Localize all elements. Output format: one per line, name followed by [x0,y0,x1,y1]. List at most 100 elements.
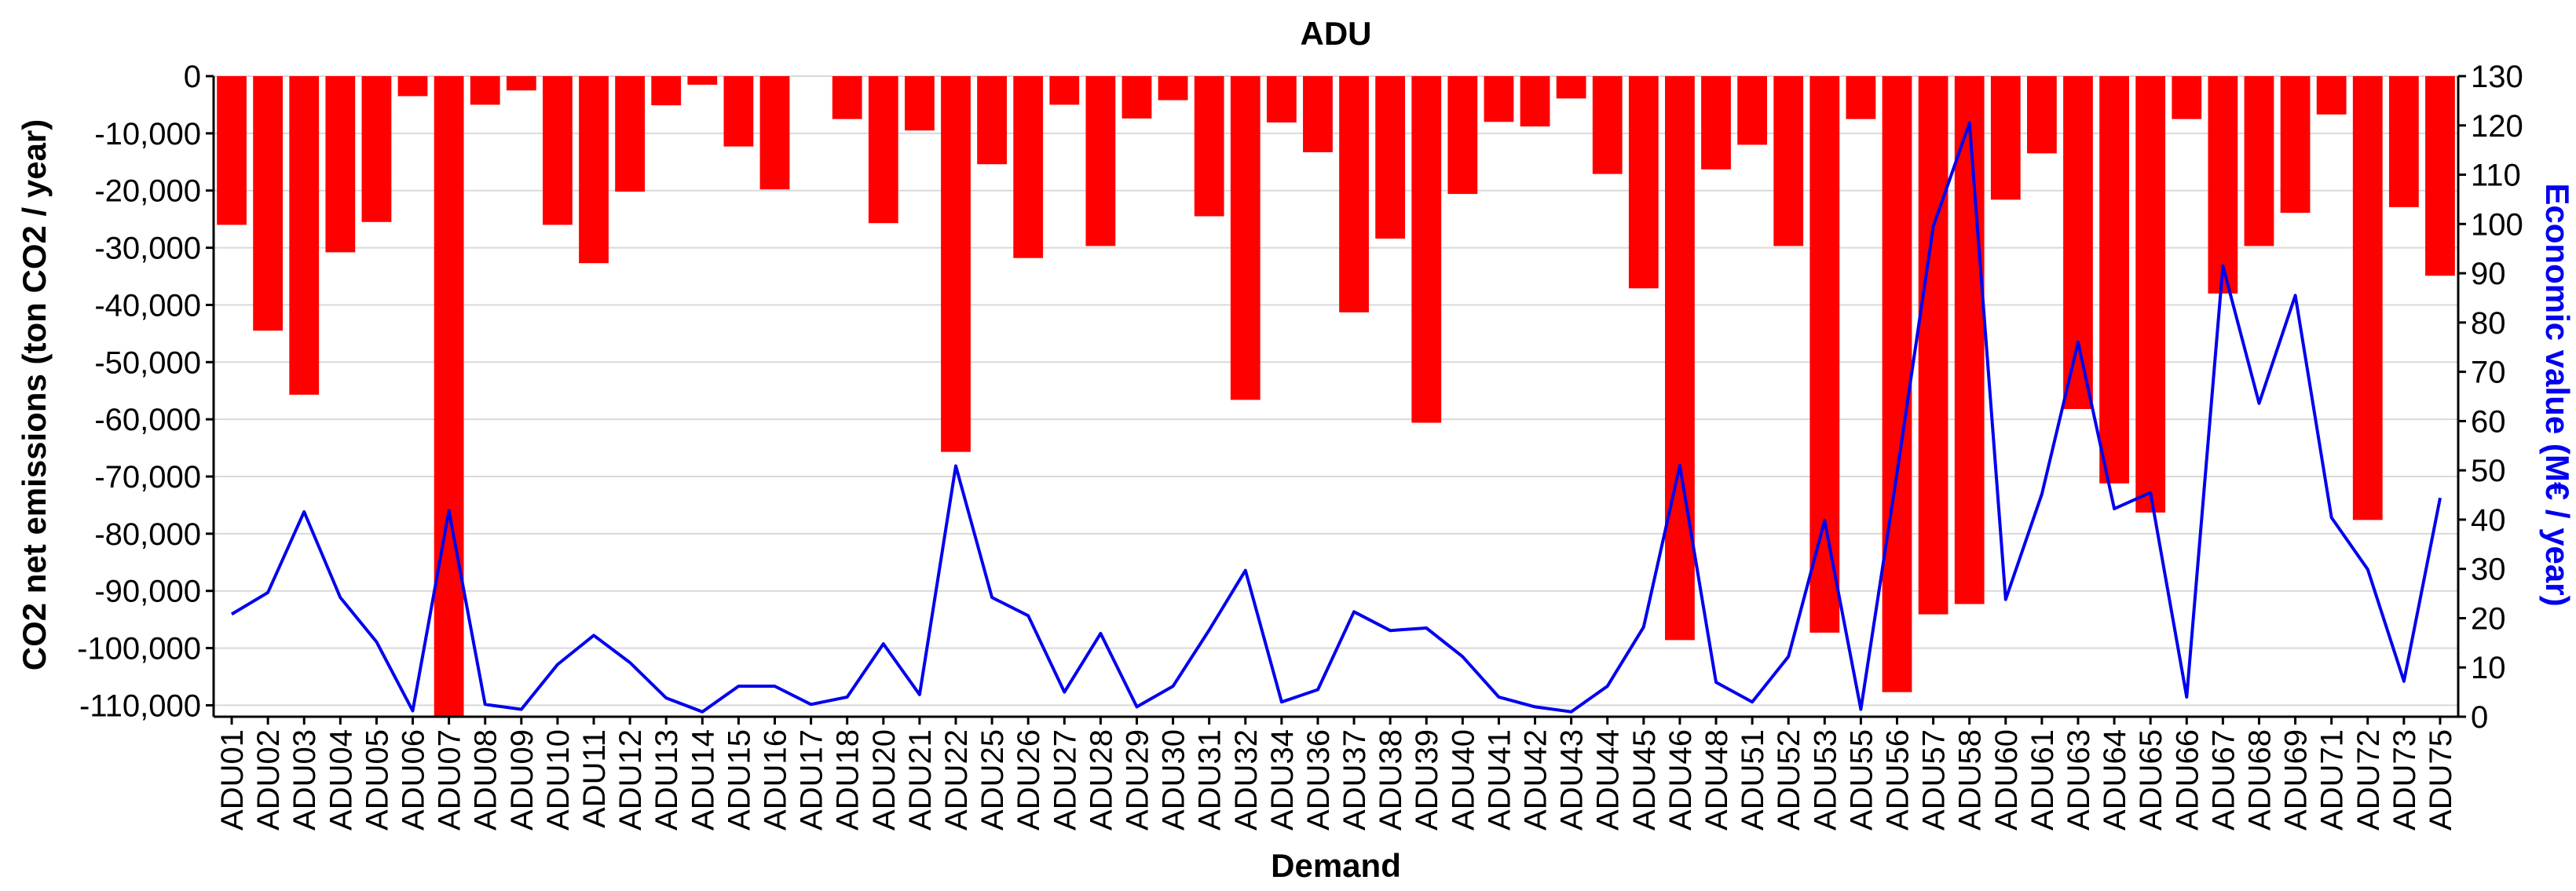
x-tick-label: ADU64 [2098,729,2132,831]
y-tick-label: 0 [184,60,201,94]
y2-tick-label: 80 [2471,306,2506,341]
bar [832,76,862,119]
x-tick-label: ADU72 [2351,729,2386,831]
bar [1158,76,1188,100]
x-tick-label: ADU04 [324,729,358,831]
bar [1049,76,1080,105]
y2-tick-label: 100 [2471,207,2523,242]
y2-tick-label: 90 [2471,257,2506,291]
bar [1809,76,1840,633]
bar [687,76,718,85]
y-tick-label: -70,000 [94,460,201,495]
x-tick-label: ADU46 [1663,729,1698,831]
y-tick-label: -80,000 [94,517,201,552]
x-tick-label: ADU42 [1519,729,1553,831]
bar [1954,76,1985,604]
x-tick-label: ADU01 [215,729,250,831]
bar [941,76,971,452]
bar [1520,76,1550,127]
x-tick-label: ADU29 [1121,729,1155,831]
y2-tick-label: 120 [2471,109,2523,144]
bar [615,76,646,192]
bar [217,76,247,225]
bar [1339,76,1369,312]
bar [361,76,392,222]
y-tick-label: -10,000 [94,117,201,152]
bar [1484,76,1514,122]
x-tick-label: ADU06 [397,729,431,831]
y-tick-label: -60,000 [94,403,201,437]
y-tick-label: -50,000 [94,345,201,380]
bar [1628,76,1659,289]
x-tick-label: ADU58 [1953,729,1988,831]
bar [325,76,356,253]
bar [1411,76,1442,423]
bar [2026,76,2057,154]
x-tick-label: ADU71 [2315,729,2350,831]
x-tick-label: ADU12 [613,729,648,831]
x-tick-label: ADU67 [2206,729,2241,831]
x-tick-label: ADU34 [1265,729,1300,831]
x-tick-label: ADU45 [1627,729,1662,831]
bar [2099,76,2129,484]
bar [470,76,500,105]
bar [1846,76,1876,119]
bar [1592,76,1623,174]
axes [212,76,2460,718]
y-tick-label: -20,000 [94,174,201,209]
y2-tick-label: 30 [2471,553,2506,587]
y-tick-label: -90,000 [94,575,201,609]
x-tick-label: ADU53 [1808,729,1842,831]
bar [1447,76,1478,195]
x-tick-label: ADU02 [251,729,286,831]
y2-axis-ticks: 0 10 20 30 40 50 60 70 80 90 100 110 120 130 [2458,60,2523,735]
y2-tick-label: 130 [2471,60,2523,94]
bar [1375,76,1406,239]
bar [579,76,609,264]
y-tick-label: -100,000 [77,632,201,666]
y2-tick-label: 10 [2471,651,2506,685]
bar [2063,76,2093,410]
bar [2425,76,2455,276]
bar [2208,76,2238,294]
y2-tick-label: 70 [2471,356,2506,390]
bar [397,76,428,97]
x-axis-title: Demand [1271,847,1401,884]
x-tick-label: ADU26 [1012,729,1046,831]
x-tick-label: ADU55 [1844,729,1879,831]
bar [904,76,935,131]
x-tick-label: ADU65 [2134,729,2168,831]
bar [651,76,682,106]
bar [1773,76,1804,246]
x-tick-label: ADU08 [469,729,503,831]
x-tick-label: ADU17 [795,729,829,831]
x-tick-label: ADU15 [722,729,756,831]
x-tick-label: ADU31 [1193,729,1228,831]
x-tick-label: ADU39 [1410,729,1444,831]
y2-axis-title: Economic value (M€ / year) [2539,183,2576,606]
bar [977,76,1007,165]
bar [1882,76,1912,692]
x-tick-label: ADU73 [2388,729,2422,831]
x-tick-label: ADU25 [975,729,1010,831]
bar [434,76,464,717]
x-tick-label: ADU41 [1482,729,1517,831]
x-tick-label: ADU28 [1084,729,1118,831]
x-tick-label: ADU44 [1591,729,1626,831]
x-tick-label: ADU66 [2170,729,2205,831]
x-tick-label: ADU61 [2025,729,2060,831]
x-tick-label: ADU20 [867,729,902,831]
x-tick-label: ADU32 [1229,729,1264,831]
x-tick-label: ADU40 [1446,729,1480,831]
economic-value-line [230,121,2442,714]
bar [868,76,898,224]
bar [2388,76,2419,207]
bar [1303,76,1333,152]
x-tick-label: ADU51 [1736,729,1770,831]
x-tick-label: ADU56 [1881,729,1916,831]
x-tick-label: ADU13 [649,729,684,831]
y2-tick-label: 0 [2471,700,2488,735]
bar [253,76,284,331]
bar [2172,76,2202,119]
x-tick-label: ADU38 [1374,729,1408,831]
